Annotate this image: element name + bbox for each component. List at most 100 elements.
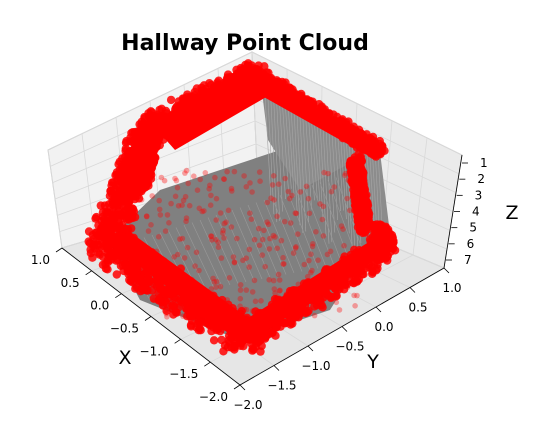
point — [376, 224, 385, 233]
point — [166, 220, 172, 226]
point — [89, 242, 98, 251]
point — [180, 197, 187, 204]
point — [272, 290, 278, 296]
point — [274, 213, 280, 220]
mesh-line — [303, 187, 335, 266]
point — [169, 310, 178, 319]
mesh-line — [263, 199, 295, 274]
point — [304, 273, 311, 280]
mesh-line — [343, 135, 350, 234]
mesh-line — [239, 207, 271, 278]
point — [249, 189, 255, 195]
point — [344, 284, 351, 290]
point — [118, 211, 128, 220]
point — [311, 312, 318, 319]
point — [208, 233, 215, 240]
y-tick — [409, 287, 416, 293]
point — [177, 303, 184, 309]
point — [341, 242, 347, 249]
point — [172, 175, 178, 182]
mesh-line — [311, 118, 318, 200]
point — [278, 237, 285, 244]
x-tick-label: 0.5 — [61, 276, 80, 290]
point — [262, 263, 269, 270]
point — [167, 300, 174, 307]
point — [219, 347, 228, 356]
point — [351, 292, 357, 299]
point — [202, 170, 209, 176]
point — [221, 176, 227, 182]
point — [199, 208, 205, 215]
point — [297, 306, 307, 316]
point — [256, 169, 263, 175]
point — [231, 259, 238, 265]
point — [317, 201, 323, 207]
point — [328, 188, 335, 195]
point — [217, 283, 224, 290]
point — [246, 264, 252, 270]
point — [168, 200, 174, 207]
point — [354, 149, 363, 159]
mesh-line — [276, 100, 283, 212]
mesh-line — [314, 120, 321, 209]
point — [175, 203, 182, 209]
mesh-line — [207, 217, 239, 284]
point — [163, 307, 169, 313]
point — [153, 138, 162, 147]
point — [368, 132, 378, 142]
point — [150, 153, 160, 162]
point — [180, 313, 186, 319]
point — [179, 235, 186, 242]
point — [149, 172, 156, 178]
point — [177, 236, 183, 242]
y-tick — [239, 384, 246, 391]
point — [103, 257, 113, 267]
point — [255, 225, 262, 232]
point — [356, 222, 365, 231]
x-tick-label: −2.0 — [199, 390, 228, 404]
point — [161, 177, 168, 184]
point — [212, 174, 218, 181]
y-tick-label: 0.5 — [408, 301, 427, 315]
point-cluster — [105, 232, 248, 345]
x-tick — [144, 316, 152, 321]
point — [274, 245, 281, 252]
point — [276, 277, 283, 283]
point — [215, 244, 222, 250]
x-tick-label: 1.0 — [31, 253, 50, 267]
mesh-line — [325, 126, 333, 243]
point — [349, 175, 358, 184]
point — [182, 305, 192, 314]
point — [271, 286, 278, 292]
mesh-line — [345, 136, 353, 248]
point — [112, 270, 122, 279]
point — [261, 332, 270, 342]
point — [148, 222, 154, 228]
point — [162, 306, 171, 315]
point — [192, 323, 201, 332]
point — [320, 295, 326, 302]
point — [220, 230, 226, 236]
point — [373, 264, 382, 273]
point — [221, 220, 228, 227]
point — [197, 176, 203, 183]
point — [292, 210, 299, 216]
point — [321, 169, 327, 176]
point — [164, 314, 170, 320]
point — [215, 239, 221, 246]
point — [280, 319, 290, 328]
point — [207, 182, 213, 189]
point — [217, 210, 224, 216]
point — [210, 275, 216, 282]
z-tick-label: 6 — [467, 237, 475, 251]
y-tick — [443, 267, 450, 274]
mesh-line — [316, 121, 324, 223]
point — [145, 228, 152, 234]
point — [123, 225, 133, 234]
point — [231, 259, 238, 266]
point — [184, 244, 191, 251]
point — [229, 188, 235, 194]
point — [160, 285, 169, 294]
point — [209, 237, 215, 243]
point — [213, 195, 220, 202]
